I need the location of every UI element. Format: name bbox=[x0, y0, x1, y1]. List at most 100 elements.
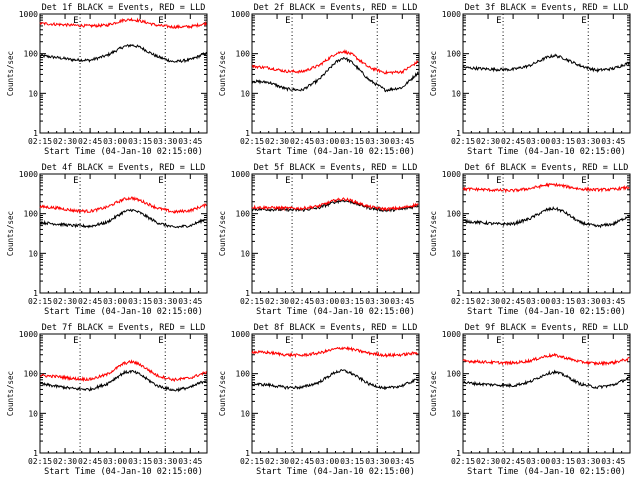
y-tick-label: 10 bbox=[451, 89, 461, 98]
y-tick-label: 10 bbox=[28, 89, 38, 98]
events-series-line bbox=[462, 205, 630, 229]
x-axis-label: Start Time (04-Jan-10 02:15:00) bbox=[44, 147, 203, 157]
y-tick-label: 1 bbox=[245, 129, 250, 138]
event-marker-label: E bbox=[370, 16, 375, 26]
chart-panel: Det 7f BLACK = Events, RED = LLD 1 10 100 10… bbox=[6, 323, 208, 477]
events-series-line bbox=[251, 369, 419, 390]
events-series-line bbox=[39, 369, 207, 393]
plot-frame bbox=[251, 13, 420, 134]
event-marker-label: E bbox=[73, 176, 78, 186]
lld-series-line bbox=[39, 196, 207, 214]
chart-panel: Det 1f BLACK = Events, RED = LLD 1 10 100 10… bbox=[6, 3, 208, 157]
x-tick-label: 02:45 bbox=[290, 137, 314, 146]
x-tick-label: 02:45 bbox=[78, 137, 102, 146]
x-tick-label: 02:15 bbox=[28, 457, 52, 466]
chart-panel: Det 8f BLACK = Events, RED = LLD 1 10 100 10… bbox=[218, 323, 420, 477]
y-tick-label: 100 bbox=[236, 210, 251, 219]
lld-series-line bbox=[251, 197, 419, 212]
x-tick-label: 03:30 bbox=[365, 137, 389, 146]
lld-series-line bbox=[462, 182, 630, 194]
x-tick-label: 02:30 bbox=[476, 137, 500, 146]
x-tick-label: 03:00 bbox=[526, 137, 550, 146]
x-axis-label: Start Time (04-Jan-10 02:15:00) bbox=[256, 467, 415, 477]
chart-title: Det 3f BLACK = Events, RED = LLD bbox=[465, 3, 629, 13]
event-marker-label: E bbox=[73, 336, 78, 346]
y-tick-label: 100 bbox=[447, 370, 462, 379]
event-marker-label: E bbox=[496, 16, 501, 26]
chart-panel: Det 5f BLACK = Events, RED = LLD 1 10 100 10… bbox=[218, 163, 420, 317]
event-marker-label: E bbox=[581, 176, 586, 186]
event-marker-label: E bbox=[158, 176, 163, 186]
chart-panel: Det 9f BLACK = Events, RED = LLD 1 10 100 10… bbox=[429, 323, 631, 477]
y-tick-label: 100 bbox=[236, 370, 251, 379]
y-tick-label: 10 bbox=[240, 409, 250, 418]
y-tick-label: 1000 bbox=[19, 170, 38, 179]
x-tick-label: 03:00 bbox=[315, 457, 339, 466]
x-axis-label: Start Time (04-Jan-10 02:15:00) bbox=[467, 467, 626, 477]
y-tick-label: 100 bbox=[236, 50, 251, 59]
y-tick-label: 1000 bbox=[19, 10, 38, 19]
x-tick-label: 02:45 bbox=[501, 297, 525, 306]
y-tick-label: 1000 bbox=[231, 170, 250, 179]
x-tick-label: 02:45 bbox=[78, 457, 102, 466]
x-tick-label: 02:45 bbox=[290, 457, 314, 466]
x-tick-label: 02:30 bbox=[265, 137, 289, 146]
chart-panel: Det 4f BLACK = Events, RED = LLD 1 10 100 10… bbox=[6, 163, 208, 317]
x-tick-label: 03:45 bbox=[178, 457, 202, 466]
y-tick-label: 1 bbox=[456, 129, 461, 138]
event-marker-label: E bbox=[496, 176, 501, 186]
x-tick-label: 03:45 bbox=[390, 297, 414, 306]
y-tick-label: 100 bbox=[24, 210, 39, 219]
x-tick-label: 03:30 bbox=[365, 297, 389, 306]
x-tick-label: 03:00 bbox=[103, 297, 127, 306]
plot-frame bbox=[251, 173, 420, 294]
x-tick-label: 03:45 bbox=[178, 297, 202, 306]
y-tick-label: 1 bbox=[33, 129, 38, 138]
y-tick-label: 1000 bbox=[442, 170, 461, 179]
x-tick-label: 03:00 bbox=[315, 297, 339, 306]
x-tick-label: 02:30 bbox=[476, 457, 500, 466]
x-tick-label: 03:00 bbox=[526, 297, 550, 306]
chart-title: Det 7f BLACK = Events, RED = LLD bbox=[42, 323, 206, 333]
y-axis-label: Counts/sec bbox=[218, 211, 227, 256]
x-tick-label: 03:15 bbox=[551, 137, 575, 146]
x-axis-label: Start Time (04-Jan-10 02:15:00) bbox=[256, 307, 415, 317]
y-axis-label: Counts/sec bbox=[218, 51, 227, 96]
x-tick-label: 03:30 bbox=[576, 137, 600, 146]
chart-title: Det 2f BLACK = Events, RED = LLD bbox=[254, 3, 418, 13]
x-axis-label: Start Time (04-Jan-10 02:15:00) bbox=[256, 147, 415, 157]
y-tick-label: 1 bbox=[245, 449, 250, 458]
x-tick-label: 03:30 bbox=[365, 457, 389, 466]
x-tick-label: 02:15 bbox=[451, 457, 475, 466]
y-tick-label: 100 bbox=[447, 50, 462, 59]
y-tick-label: 100 bbox=[24, 370, 39, 379]
chart-panel: Det 2f BLACK = Events, RED = LLD 1 10 100 10… bbox=[218, 3, 420, 157]
x-tick-label: 02:15 bbox=[240, 137, 264, 146]
lld-series-line bbox=[39, 359, 207, 383]
x-tick-label: 03:15 bbox=[340, 137, 364, 146]
plot-frame bbox=[462, 13, 631, 134]
event-marker-label: E bbox=[285, 176, 290, 186]
x-axis-label: Start Time (04-Jan-10 02:15:00) bbox=[467, 147, 626, 157]
x-tick-label: 03:30 bbox=[576, 297, 600, 306]
x-tick-label: 03:15 bbox=[551, 457, 575, 466]
chart-title: Det 1f BLACK = Events, RED = LLD bbox=[42, 3, 206, 13]
x-tick-label: 02:30 bbox=[53, 137, 77, 146]
x-tick-label: 02:45 bbox=[501, 457, 525, 466]
x-tick-label: 03:00 bbox=[103, 137, 127, 146]
x-tick-label: 03:00 bbox=[103, 457, 127, 466]
plot-frame bbox=[39, 13, 208, 134]
lld-series-line bbox=[39, 17, 207, 30]
event-marker-label: E bbox=[581, 16, 586, 26]
y-tick-label: 1 bbox=[33, 289, 38, 298]
events-series-line bbox=[462, 369, 630, 390]
x-tick-label: 02:30 bbox=[53, 457, 77, 466]
chart-panel: Det 6f BLACK = Events, RED = LLD 1 10 100 10… bbox=[429, 163, 631, 317]
x-tick-label: 03:45 bbox=[601, 457, 625, 466]
y-axis-label: Counts/sec bbox=[6, 371, 15, 416]
chart-title: Det 4f BLACK = Events, RED = LLD bbox=[42, 163, 206, 173]
lld-series-line bbox=[251, 48, 419, 75]
x-tick-label: 03:15 bbox=[128, 297, 152, 306]
x-tick-label: 03:15 bbox=[340, 297, 364, 306]
